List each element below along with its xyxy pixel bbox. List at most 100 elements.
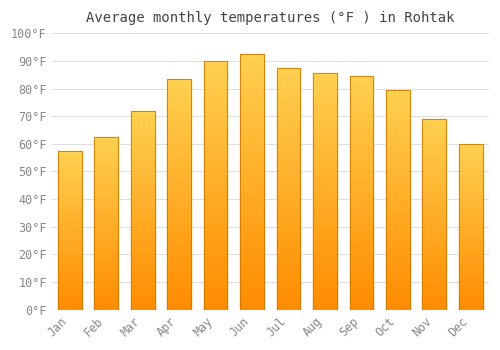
Bar [168, 280, 191, 282]
Bar [386, 237, 409, 239]
Bar [276, 288, 300, 290]
Bar [94, 158, 118, 159]
Bar [168, 93, 191, 95]
Bar [204, 203, 228, 205]
Bar [313, 196, 336, 198]
Bar [240, 138, 264, 141]
Bar [386, 162, 409, 164]
Bar [313, 135, 336, 137]
Bar [386, 187, 409, 189]
Bar [240, 161, 264, 164]
Bar [386, 169, 409, 171]
Bar [131, 242, 154, 244]
Bar [386, 127, 409, 130]
Bar [422, 119, 446, 121]
Bar [276, 218, 300, 220]
Bar [313, 163, 336, 166]
Bar [131, 174, 154, 176]
Bar [94, 140, 118, 142]
Bar [422, 131, 446, 132]
Bar [422, 245, 446, 247]
Bar [94, 256, 118, 258]
Bar [58, 243, 82, 245]
Bar [313, 137, 336, 140]
Bar [422, 256, 446, 258]
Bar [168, 252, 191, 254]
Bar [94, 164, 118, 166]
Bar [350, 193, 373, 195]
Bar [276, 302, 300, 305]
Bar [276, 97, 300, 99]
Bar [94, 280, 118, 282]
Bar [313, 288, 336, 291]
Bar [240, 187, 264, 189]
Bar [313, 175, 336, 177]
Bar [459, 258, 482, 260]
Bar [422, 298, 446, 300]
Bar [350, 235, 373, 237]
Bar [168, 303, 191, 305]
Bar [386, 130, 409, 132]
Bar [131, 159, 154, 160]
Bar [313, 90, 336, 92]
Bar [58, 172, 82, 173]
Bar [168, 95, 191, 97]
Bar [313, 73, 336, 76]
Bar [459, 223, 482, 225]
Bar [168, 298, 191, 301]
Bar [386, 116, 409, 119]
Bar [94, 177, 118, 178]
Bar [58, 283, 82, 284]
Bar [94, 149, 118, 151]
Bar [204, 220, 228, 223]
Bar [94, 277, 118, 279]
Bar [58, 264, 82, 265]
Bar [350, 277, 373, 279]
Bar [168, 176, 191, 178]
Bar [276, 140, 300, 143]
Bar [58, 155, 82, 157]
Bar [168, 116, 191, 118]
Bar [276, 220, 300, 223]
Bar [204, 178, 228, 180]
Bar [422, 140, 446, 142]
Bar [204, 208, 228, 210]
Bar [459, 177, 482, 178]
Bar [168, 264, 191, 266]
Bar [168, 222, 191, 224]
Bar [204, 193, 228, 195]
Bar [386, 226, 409, 229]
Bar [58, 173, 82, 175]
Bar [350, 132, 373, 134]
Bar [459, 296, 482, 298]
Bar [386, 239, 409, 241]
Bar [204, 292, 228, 295]
Bar [459, 204, 482, 205]
Bar [131, 168, 154, 170]
Bar [58, 179, 82, 181]
Bar [276, 162, 300, 164]
Bar [58, 197, 82, 198]
Bar [422, 251, 446, 252]
Bar [58, 203, 82, 205]
Bar [58, 276, 82, 278]
Bar [131, 276, 154, 278]
Bar [276, 153, 300, 155]
Bar [58, 214, 82, 216]
Bar [131, 216, 154, 218]
Bar [276, 68, 300, 70]
Bar [313, 102, 336, 104]
Bar [350, 127, 373, 130]
Bar [276, 80, 300, 82]
Bar [276, 111, 300, 114]
Bar [386, 138, 409, 140]
Bar [204, 116, 228, 118]
Bar [350, 162, 373, 165]
Bar [204, 275, 228, 277]
Bar [422, 205, 446, 207]
Bar [94, 304, 118, 306]
Bar [276, 186, 300, 189]
Bar [240, 269, 264, 271]
Bar [422, 195, 446, 197]
Bar [386, 301, 409, 303]
